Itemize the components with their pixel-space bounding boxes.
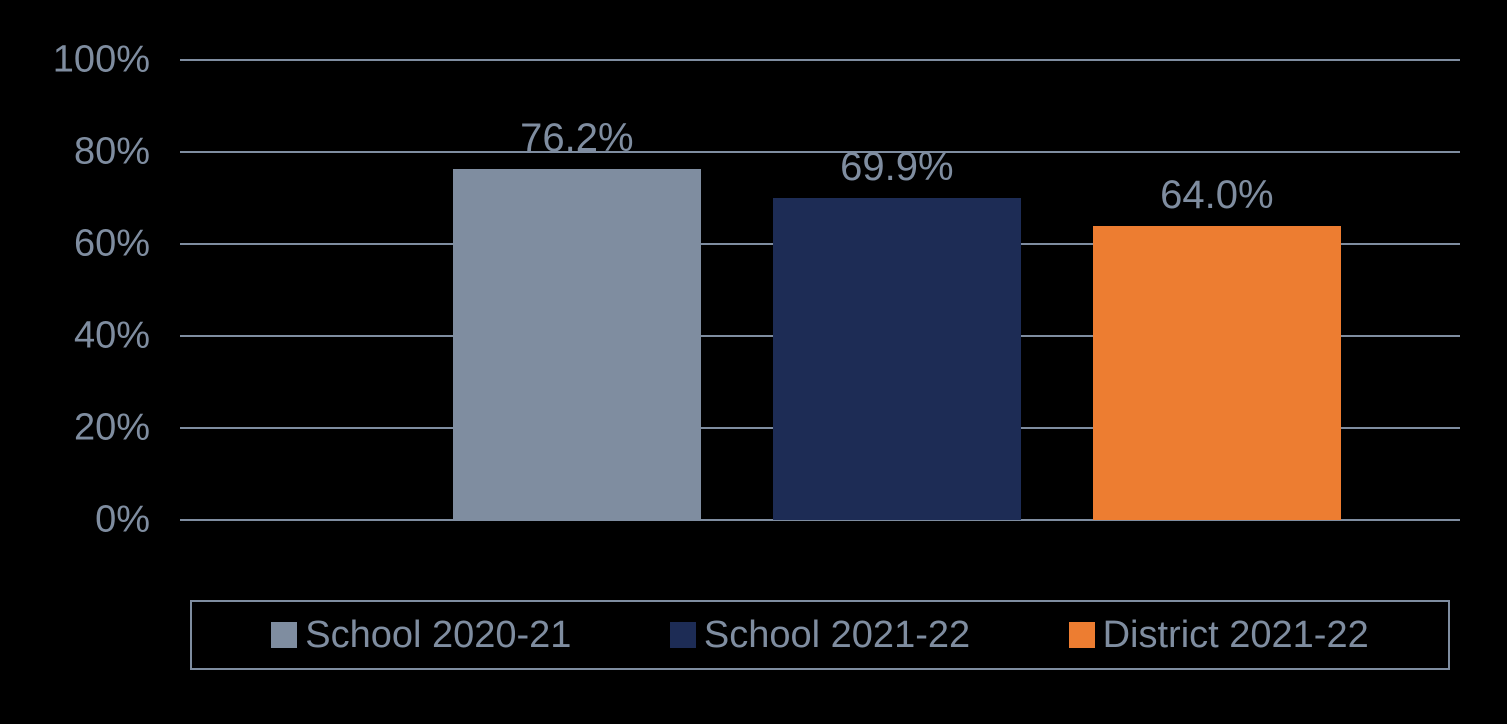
y-tick-label: 60% [0,223,150,266]
legend-swatch [1069,622,1095,648]
y-tick-label: 40% [0,315,150,358]
bar-value-label: 69.9% [840,145,953,190]
gridline [180,59,1460,61]
legend-swatch [670,622,696,648]
legend-item: District 2021-22 [1069,614,1369,657]
legend: School 2020-21 School 2021-22 District 202… [190,600,1450,670]
y-tick-label: 20% [0,407,150,450]
y-tick-label: 80% [0,131,150,174]
bar [1093,226,1341,520]
bar-chart: 0% 20% 40% 60% 80% 100% 76.2% 69.9% 64.0% Schoo… [0,0,1507,724]
legend-item: School 2020-21 [271,614,571,657]
y-tick-label: 0% [0,499,150,542]
legend-label: School 2020-21 [305,614,571,657]
legend-label: District 2021-22 [1103,614,1369,657]
y-tick-label: 100% [0,39,150,82]
legend-label: School 2021-22 [704,614,970,657]
bar-value-label: 64.0% [1160,173,1273,218]
bar-value-label: 76.2% [520,116,633,161]
bar [773,198,1021,520]
plot-area: 76.2% 69.9% 64.0% [180,60,1460,520]
gridline [180,151,1460,153]
legend-swatch [271,622,297,648]
legend-item: School 2021-22 [670,614,970,657]
bar [453,169,701,520]
